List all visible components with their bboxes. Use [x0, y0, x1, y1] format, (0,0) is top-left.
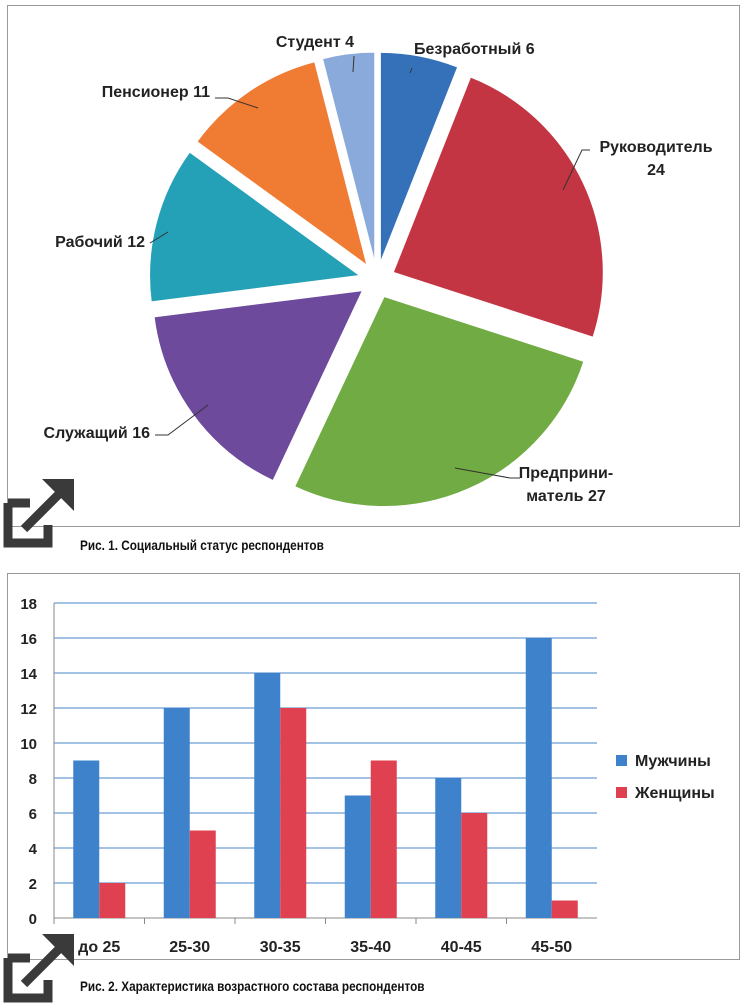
pie-slice-label: Руководитель 24 — [599, 139, 712, 179]
bar — [189, 830, 216, 918]
pie-leader-line — [155, 404, 209, 436]
pie-leader-line — [409, 67, 413, 74]
bar — [280, 708, 307, 918]
y-tick-label: 10 — [20, 736, 37, 753]
pie-slice-label: Служащий 16 — [44, 425, 151, 442]
pie-leader-line — [215, 97, 259, 109]
pie-slice — [196, 61, 368, 267]
bar — [163, 708, 190, 918]
external-link-icon[interactable] — [2, 930, 76, 1004]
external-link-icon[interactable] — [2, 475, 76, 549]
y-tick-label: 0 — [29, 911, 37, 928]
pie-chart: Безработный 6 Руководитель 24 Предприни-мат… — [44, 34, 713, 508]
pie-slice — [149, 151, 361, 303]
bar — [344, 795, 371, 918]
legend-label: Женщины — [634, 785, 715, 802]
x-tick-label: 40-45 — [441, 939, 482, 956]
pie-chart-caption: Рис. 1. Социальный статус респондентов — [80, 537, 324, 553]
bar — [435, 778, 462, 918]
pie-slice-label: Пенсионер 11 — [102, 84, 210, 101]
y-tick-label: 16 — [20, 631, 37, 648]
bar-chart-caption: Рис. 2. Характеристика возрастного соста… — [80, 978, 425, 994]
bar — [461, 813, 488, 918]
y-tick-label: 8 — [29, 771, 37, 788]
pie-leader-line — [562, 149, 590, 191]
y-tick-label: 12 — [20, 701, 37, 718]
pie-leader-line — [352, 55, 355, 73]
y-tick-label: 2 — [29, 876, 37, 893]
legend-label: Мужчины — [635, 753, 711, 770]
pie-slice — [321, 51, 376, 263]
pie-slice — [392, 76, 604, 338]
pie-slice — [379, 51, 459, 263]
bar — [370, 760, 397, 918]
bar — [254, 673, 281, 918]
x-tick-label: 35-40 — [350, 939, 391, 956]
x-tick-label: 45-50 — [531, 939, 572, 956]
pie-leader-line — [454, 467, 520, 479]
y-tick-label: 18 — [20, 596, 37, 613]
x-tick-label: 25-30 — [169, 939, 210, 956]
pie-slice-label: Студент 4 — [276, 34, 354, 51]
x-tick-label: до 25 — [78, 939, 120, 956]
pie-leader-line — [149, 231, 169, 244]
bar — [73, 760, 100, 918]
bar — [99, 883, 126, 918]
bar — [525, 638, 552, 918]
y-tick-label: 6 — [29, 806, 37, 823]
pie-slice-label: Предприни-матель 27 — [519, 465, 613, 505]
pie-slice-label: Безработный 6 — [414, 41, 535, 58]
legend-swatch — [616, 787, 627, 798]
x-tick-label: 30-35 — [260, 939, 301, 956]
pie-slice — [153, 289, 364, 482]
bar — [551, 900, 578, 918]
legend-swatch — [616, 755, 627, 766]
y-tick-label: 14 — [20, 666, 37, 683]
y-tick-label: 4 — [29, 841, 38, 858]
pie-slice — [294, 295, 585, 508]
pie-slice-label: Рабочий 12 — [55, 234, 145, 251]
